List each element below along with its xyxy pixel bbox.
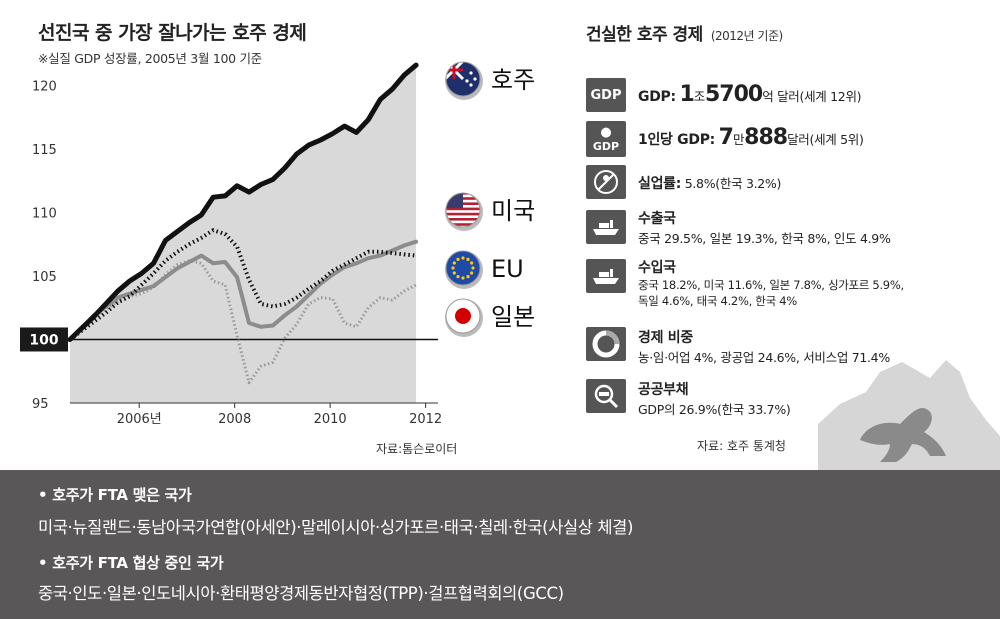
series-line-0	[67, 62, 419, 342]
ship-icon	[586, 210, 626, 244]
x-tick-label: 2012	[409, 412, 442, 427]
legend-label: 호주	[491, 66, 535, 94]
fta-negotiating-heading: • 호주가 FTA 협상 중인 국가	[38, 554, 224, 572]
person-gdp-icon: ● GDP	[586, 121, 626, 157]
y-tick-label: 110	[32, 206, 57, 221]
economy-share-text: 경제 비중 농·임·어업 4%, 광공업 24.6%, 서비스업 71.4%	[638, 330, 890, 365]
flag-eu-icon	[445, 250, 481, 286]
baseline-label: 100	[29, 332, 58, 348]
kangaroo-icon	[860, 407, 946, 462]
series-line-1	[68, 239, 419, 342]
flag-japan-icon	[445, 298, 481, 334]
y-tick-label: 120	[32, 79, 57, 94]
legend-label: EU	[491, 255, 524, 283]
magnifier-icon	[586, 379, 626, 413]
x-tick-label: 2010	[314, 412, 347, 427]
x-tick-label: 2008	[218, 412, 251, 427]
import-text: 수입국 중국 18.2%, 미국 11.6%, 일본 7.8%, 싱가포르 5.…	[638, 260, 904, 308]
gdp-per-capita-text: 1인당 GDP: 7만888달러(세계 5위)	[638, 125, 864, 150]
fta-negotiating-list: 중국·인도·일본·인도네시아·환태평양경제동반자협정(TPP)·걸프협력회의(G…	[38, 584, 564, 603]
y-tick-label: 115	[32, 143, 57, 158]
y-tick-label: 105	[32, 270, 57, 285]
gdp-text: GDP: 1조5700억 달러(세계 12위)	[638, 82, 862, 107]
legend-label: 일본	[491, 303, 535, 331]
panel-source: 자료: 호주 통계청	[697, 439, 786, 453]
fta-signed-heading: • 호주가 FTA 맺은 국가	[38, 486, 192, 504]
ship-icon	[586, 259, 626, 293]
unemployment-text: 실업률: 5.8%(한국 3.2%)	[638, 176, 782, 192]
no-work-icon	[586, 165, 626, 199]
gdp-icon: GDP	[586, 78, 626, 112]
fta-signed-list: 미국·뉴질랜드·동남아국가연합(아세안)·말레이시아·싱가포르·태국·칠레·한국…	[38, 518, 633, 537]
australia-map-shape	[818, 360, 1000, 470]
fta-band: • 호주가 FTA 맺은 국가 미국·뉴질랜드·동남아국가연합(아세안)·말레이…	[0, 470, 1000, 619]
pie-chart-icon	[586, 327, 626, 361]
chart-source: 자료:톰슨로이터	[376, 442, 458, 456]
baseline-label-box	[20, 327, 68, 352]
legend-label: 미국	[491, 197, 535, 225]
area-fill	[70, 65, 417, 403]
y-tick-label: 95	[32, 397, 49, 412]
chart-title: 선진국 중 가장 잘나가는 호주 경제	[38, 22, 307, 44]
export-text: 수출국 중국 29.5%, 일본 19.3%, 한국 8%, 인도 4.9%	[638, 211, 891, 246]
series-line-3	[69, 259, 417, 385]
panel-title: 건실한 호주 경제 (2012년 기준)	[586, 25, 783, 45]
chart-subtitle: ※실질 GDP 성장률, 2005년 3월 100 기준	[38, 51, 262, 66]
x-tick-label: 2006년	[117, 412, 162, 427]
public-debt-text: 공공부채 GDP의 26.9%(한국 33.7%)	[638, 382, 791, 417]
